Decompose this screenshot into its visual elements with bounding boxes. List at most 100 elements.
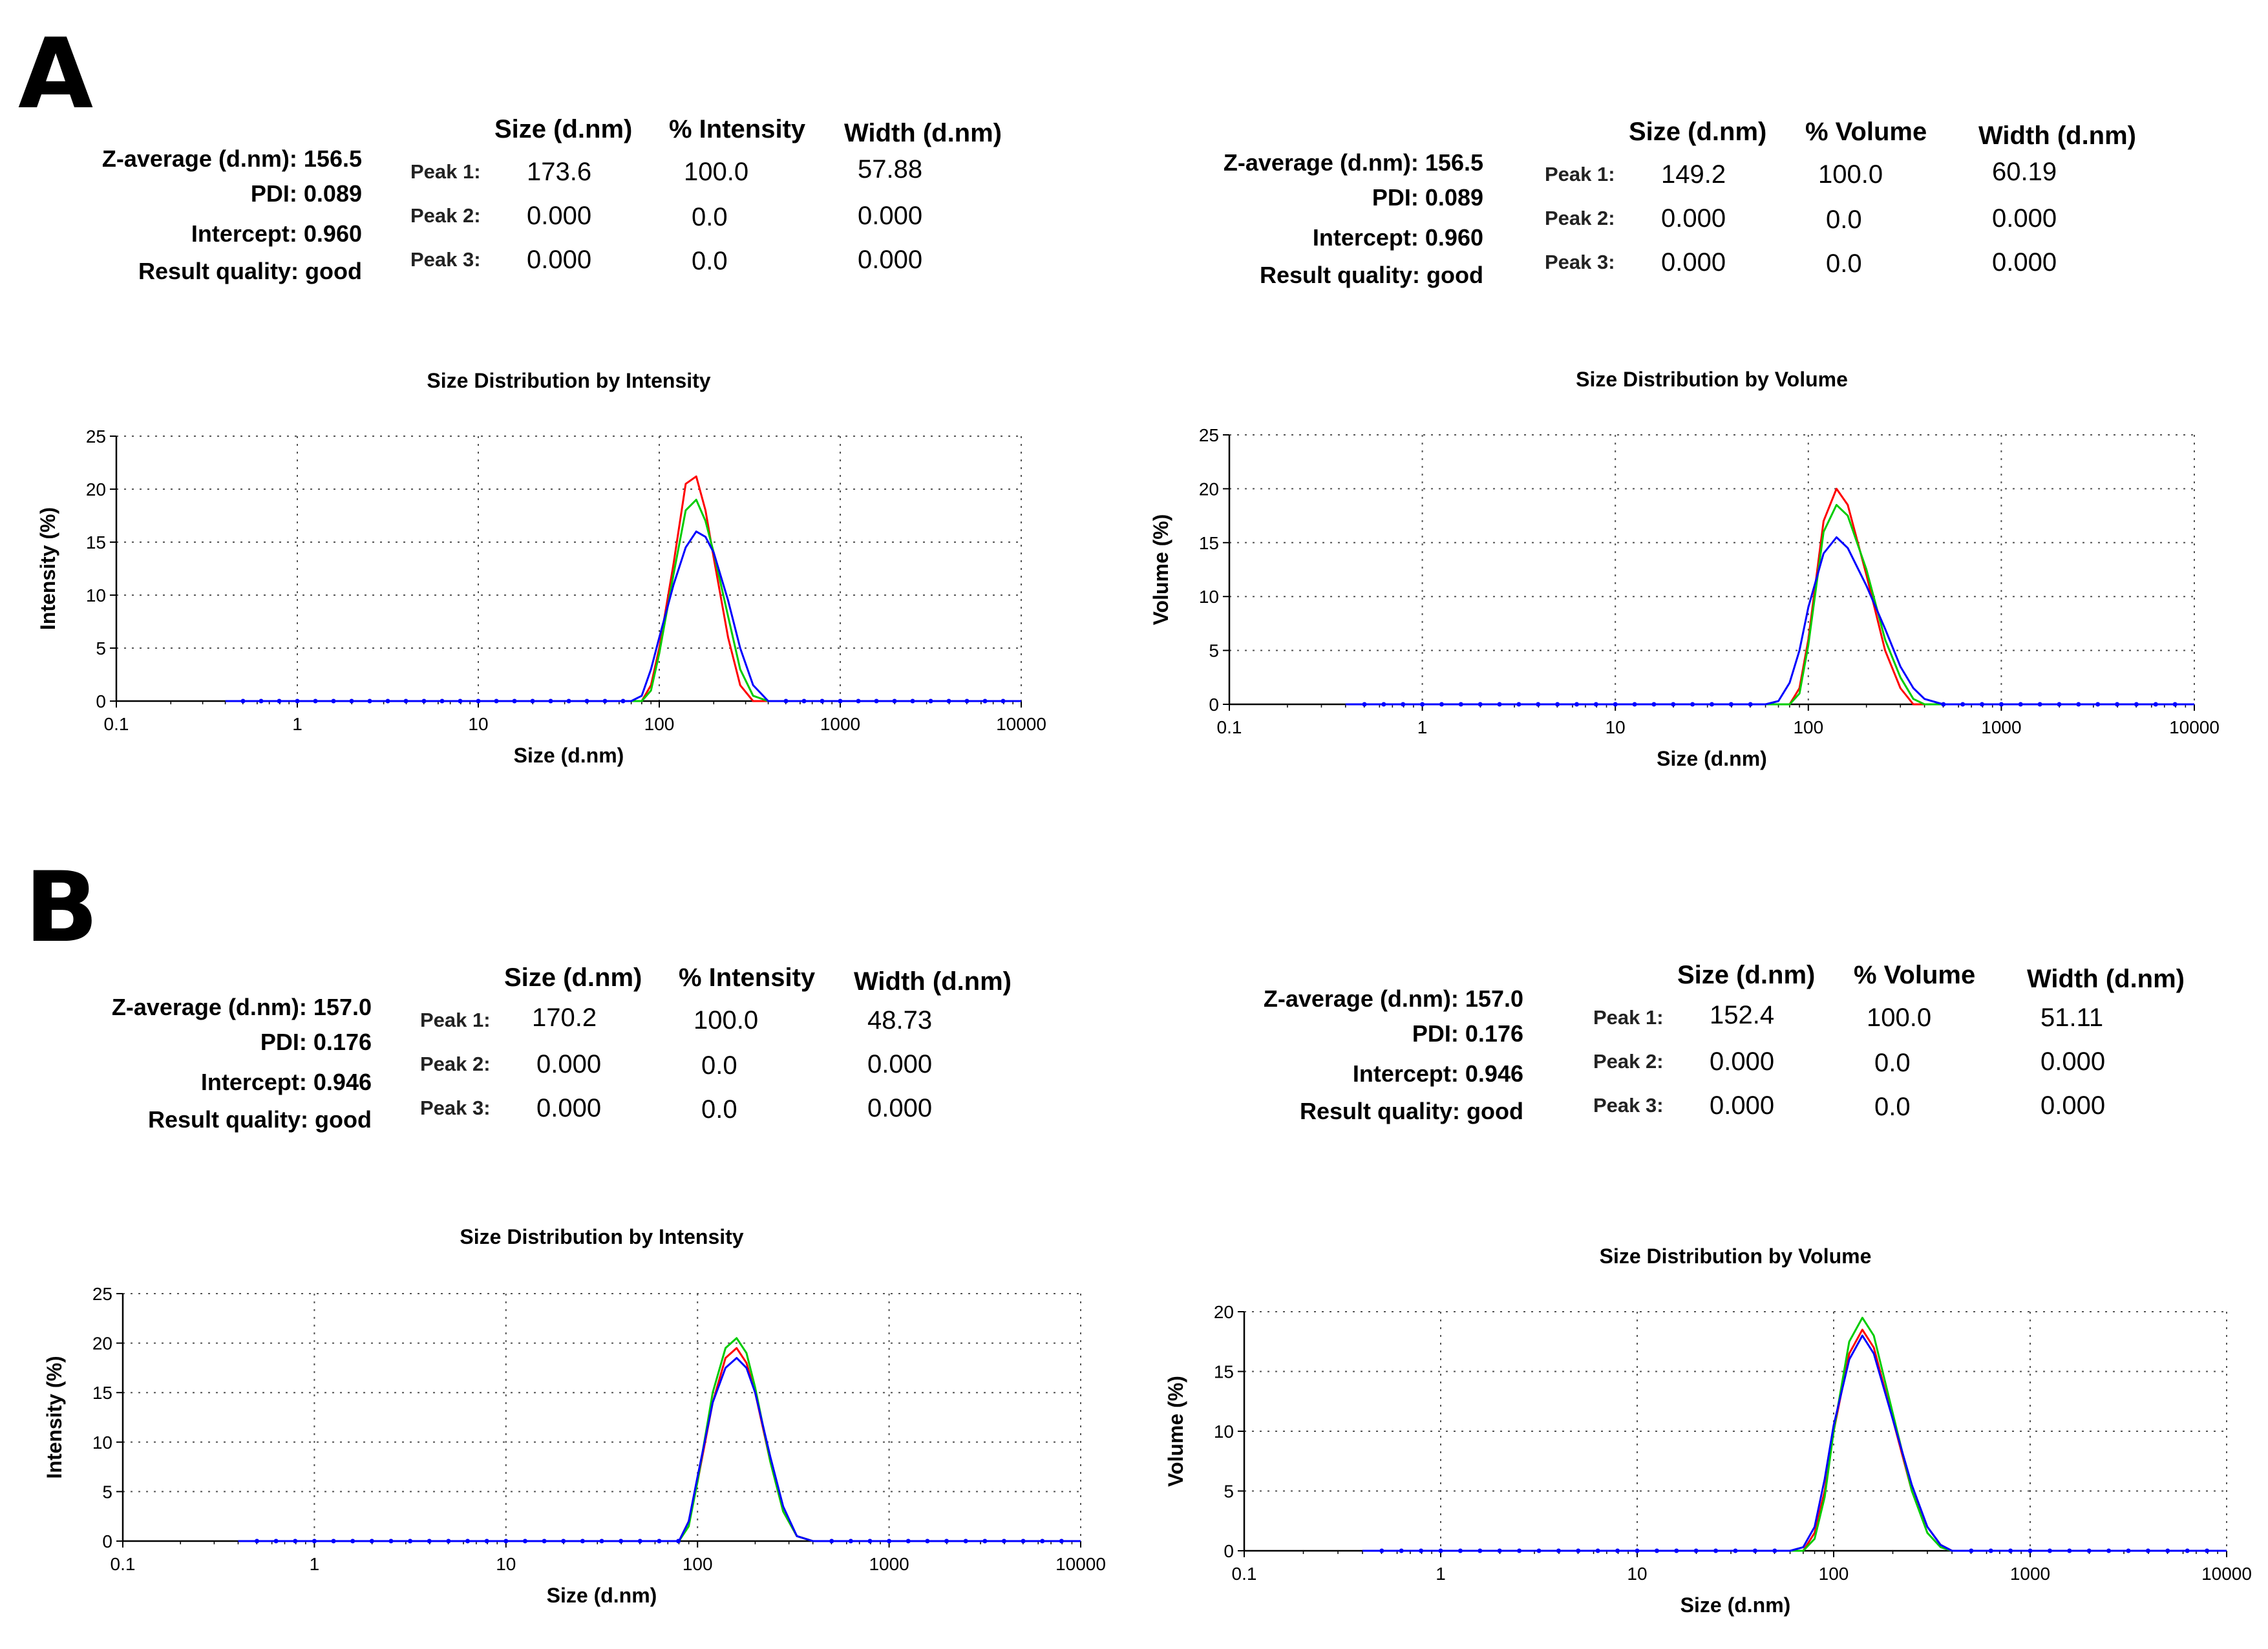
baseline-sample-point — [494, 698, 499, 704]
peak-label: Peak 3: — [1545, 251, 1615, 273]
x-tick-label: 10 — [1606, 717, 1626, 737]
baseline-sample-point — [313, 698, 318, 704]
y-tick-label: 0 — [102, 1531, 112, 1551]
x-axis-label: Size (d.nm) — [1657, 747, 1767, 770]
y-tick-label: 15 — [86, 532, 106, 552]
peak-percent: 100.0 — [1867, 1003, 1932, 1032]
x-tick-label: 100 — [644, 714, 675, 734]
chart-title: Size Distribution by Intensity — [427, 369, 710, 392]
peak-size: 0.000 — [1661, 248, 1726, 277]
series-line-1 — [225, 498, 1021, 702]
baseline-sample-point — [367, 698, 372, 704]
summary-block: Z-average (d.nm): 156.5 PDI: 0.089 Inter… — [1163, 147, 1483, 296]
column-header-size: Size (d.nm) — [504, 963, 642, 992]
baseline-sample-point — [350, 1539, 355, 1544]
baseline-sample-point — [1001, 698, 1006, 704]
baseline-sample-point — [910, 698, 915, 704]
baseline-sample-point — [887, 1539, 892, 1544]
baseline-sample-point — [1969, 1548, 1974, 1553]
baseline-sample-point — [657, 1539, 662, 1544]
baseline-sample-point — [820, 698, 825, 704]
y-axis-label: Intensity (%) — [43, 1356, 66, 1478]
peak-size: 0.000 — [1710, 1047, 1775, 1076]
baseline-sample-point — [602, 698, 608, 704]
peak-label: Peak 3: — [410, 248, 481, 271]
baseline-sample-point — [848, 1539, 853, 1544]
baseline-sample-point — [1362, 702, 1367, 707]
baseline-sample-point — [1536, 702, 1541, 707]
peak-table: Size (d.nm) % Intensity Width (d.nm) Pea… — [417, 963, 1050, 1131]
peak-width: 51.11 — [2040, 1003, 2104, 1032]
baseline-sample-point — [676, 1539, 681, 1544]
x-tick-label: 0.1 — [1232, 1564, 1257, 1584]
y-tick-label: 10 — [86, 585, 106, 605]
peak-width: 57.88 — [858, 155, 923, 184]
baseline-sample-point — [293, 1539, 298, 1544]
y-axis-label: Intensity (%) — [36, 507, 59, 630]
baseline-sample-point — [465, 1539, 471, 1544]
baseline-sample-point — [369, 1539, 374, 1544]
intercept-text: Intercept: 0.946 — [200, 1069, 372, 1095]
x-tick-label: 100 — [683, 1554, 713, 1574]
peak-size: 149.2 — [1661, 160, 1726, 189]
peak-width: 0.000 — [867, 1094, 933, 1122]
baseline-sample-point — [2185, 1548, 2190, 1553]
baseline-sample-point — [427, 1539, 432, 1544]
peak-label: Peak 1: — [1545, 163, 1615, 185]
peak-percent: 0.0 — [692, 247, 728, 275]
baseline-sample-point — [388, 1539, 394, 1544]
y-tick-label: 25 — [1199, 425, 1219, 445]
column-header-percent: % Volume — [1854, 961, 1976, 989]
x-tick-label: 100 — [1793, 717, 1823, 737]
peak-width: 48.73 — [867, 1006, 933, 1035]
summary-block: Z-average (d.nm): 157.0 PDI: 0.176 Inter… — [48, 992, 372, 1140]
peak-size: 152.4 — [1710, 1001, 1775, 1029]
baseline-sample-point — [1576, 1548, 1581, 1553]
baseline-sample-point — [503, 1539, 509, 1544]
peak-size: 0.000 — [1710, 1091, 1775, 1120]
y-tick-label: 20 — [1199, 479, 1219, 499]
x-tick-label: 1 — [292, 714, 302, 734]
baseline-sample-point — [542, 1539, 547, 1544]
baseline-sample-point — [1941, 702, 1946, 707]
y-tick-label: 0 — [96, 691, 106, 711]
baseline-sample-point — [2095, 702, 2101, 707]
baseline-sample-point — [2008, 1548, 2013, 1553]
baseline-sample-point — [1998, 702, 2004, 707]
pdi-text: PDI: 0.176 — [1412, 1020, 1523, 1047]
baseline-sample-point — [2126, 1548, 2131, 1553]
peak-size: 0.000 — [536, 1094, 602, 1122]
result-quality-text: Result quality: good — [1300, 1098, 1523, 1124]
baseline-sample-point — [440, 698, 445, 704]
baseline-sample-point — [1980, 702, 1985, 707]
baseline-sample-point — [273, 1539, 279, 1544]
baseline-sample-point — [963, 1539, 968, 1544]
x-tick-label: 100 — [1819, 1564, 1849, 1584]
baseline-sample-point — [982, 698, 988, 704]
baseline-sample-point — [512, 698, 517, 704]
peak-width: 0.000 — [2040, 1091, 2106, 1120]
baseline-sample-point — [2086, 1548, 2092, 1553]
baseline-sample-point — [928, 698, 933, 704]
baseline-sample-point — [599, 1539, 604, 1544]
column-header-size: Size (d.nm) — [1629, 118, 1767, 146]
baseline-sample-point — [1381, 702, 1386, 707]
baseline-sample-point — [964, 698, 970, 704]
x-tick-label: 10 — [1627, 1564, 1647, 1584]
result-quality-text: Result quality: good — [148, 1106, 372, 1133]
pdi-text: PDI: 0.089 — [1372, 184, 1483, 211]
peak-width: 0.000 — [2040, 1047, 2106, 1076]
y-tick-label: 0 — [1209, 695, 1219, 715]
baseline-sample-point — [2153, 702, 2158, 707]
baseline-sample-point — [403, 698, 408, 704]
column-header-size: Size (d.nm) — [1677, 961, 1816, 989]
x-tick-label: 1 — [1417, 717, 1428, 737]
z-average-text: Z-average (d.nm): 156.5 — [101, 145, 362, 172]
baseline-sample-point — [1690, 702, 1695, 707]
x-tick-label: 10 — [468, 714, 488, 734]
baseline-sample-point — [484, 1539, 489, 1544]
baseline-sample-point — [2205, 1548, 2210, 1553]
baseline-sample-point — [1439, 702, 1444, 707]
